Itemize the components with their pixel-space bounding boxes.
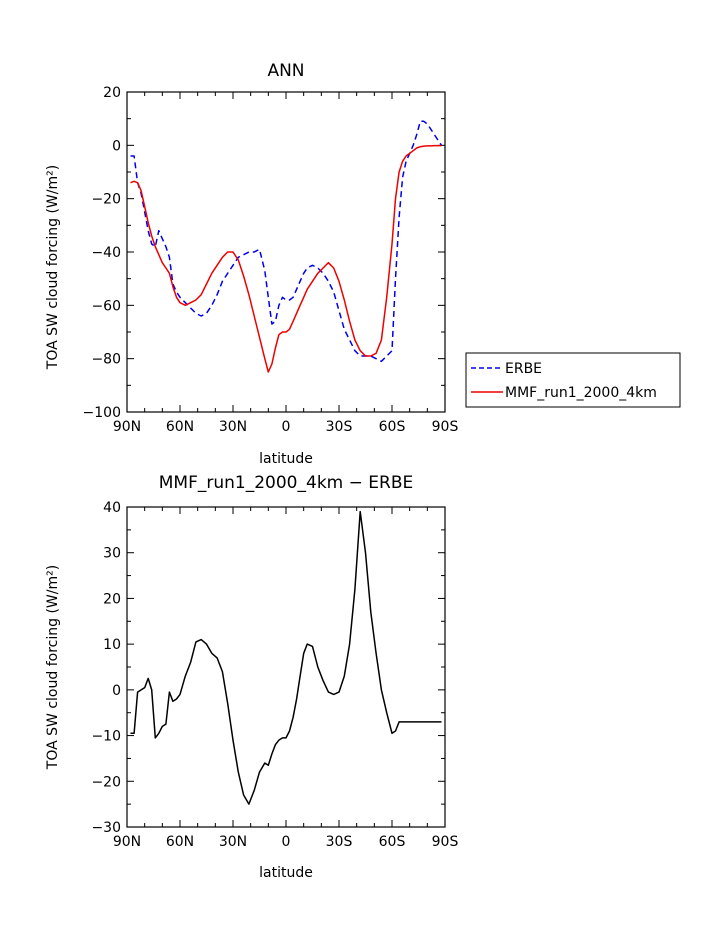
series-line-bottom-0 <box>130 510 442 805</box>
bottom-chart: MMF_run1_2000_4km − ERBE 90N 60N 30N 0 30S 60… <box>45 473 458 881</box>
x-tick-label-top-1: 60N <box>166 419 194 435</box>
y-tick-label-bottom-1: 30 <box>103 546 121 562</box>
top-x-axis-label: latitude <box>259 451 313 467</box>
x-tick-label-top-2: 30N <box>219 419 247 435</box>
y-tick-label-bottom-6: −20 <box>91 774 121 790</box>
x-tick-label-bottom-4: 30S <box>326 834 353 850</box>
legend-label-mmf: MMF_run1_2000_4km <box>505 385 657 401</box>
y-tick-label-top-2: −20 <box>91 192 121 208</box>
y-tick-label-top-6: −100 <box>83 405 121 421</box>
bottom-chart-title: MMF_run1_2000_4km − ERBE <box>159 473 413 493</box>
y-tick-label-bottom-2: 20 <box>103 591 121 607</box>
x-tick-label-bottom-1: 60N <box>166 834 194 850</box>
y-tick-label-top-3: −40 <box>91 245 121 261</box>
top-y-axis-label: TOA SW cloud forcing (W/m²) <box>45 165 61 370</box>
x-tick-label-bottom-0: 90N <box>113 834 141 850</box>
bottom-x-axis-label: latitude <box>259 865 313 881</box>
bottom-y-axis-label: TOA SW cloud forcing (W/m²) <box>45 565 61 770</box>
x-tick-label-top-5: 60S <box>379 419 406 435</box>
y-tick-label-bottom-3: 10 <box>103 637 121 653</box>
legend: ERBE MMF_run1_2000_4km <box>465 352 681 408</box>
y-tick-label-top-1: 0 <box>112 138 121 154</box>
y-tick-label-top-5: −80 <box>91 352 121 368</box>
x-tick-label-top-0: 90N <box>113 419 141 435</box>
y-tick-label-bottom-4: 0 <box>112 683 121 699</box>
plot-frame-bottom <box>126 506 446 828</box>
legend-label-erbe: ERBE <box>505 361 542 377</box>
y-tick-label-top-4: −60 <box>91 298 121 314</box>
series-line-top-1 <box>130 144 442 373</box>
y-tick-label-top-0: 20 <box>103 85 121 101</box>
x-tick-label-bottom-5: 60S <box>379 834 406 850</box>
x-tick-label-top-4: 30S <box>326 419 353 435</box>
top-chart-title: ANN <box>267 61 304 81</box>
y-tick-label-bottom-5: −10 <box>91 729 121 745</box>
x-tick-label-bottom-3: 0 <box>282 834 291 850</box>
y-tick-label-bottom-0: 40 <box>103 500 121 516</box>
x-tick-label-top-3: 0 <box>282 419 291 435</box>
top-chart: ANN 90N 60N 30N 0 30S 60S 90S 20 0 −20 −40 −60 −80 −1… <box>45 61 458 467</box>
x-tick-label-bottom-6: 90S <box>432 834 459 850</box>
x-tick-label-bottom-2: 30N <box>219 834 247 850</box>
x-tick-label-top-6: 90S <box>432 419 459 435</box>
y-tick-label-bottom-7: −30 <box>91 820 121 836</box>
series-line-top-0 <box>130 120 443 363</box>
legend-box <box>465 352 681 408</box>
